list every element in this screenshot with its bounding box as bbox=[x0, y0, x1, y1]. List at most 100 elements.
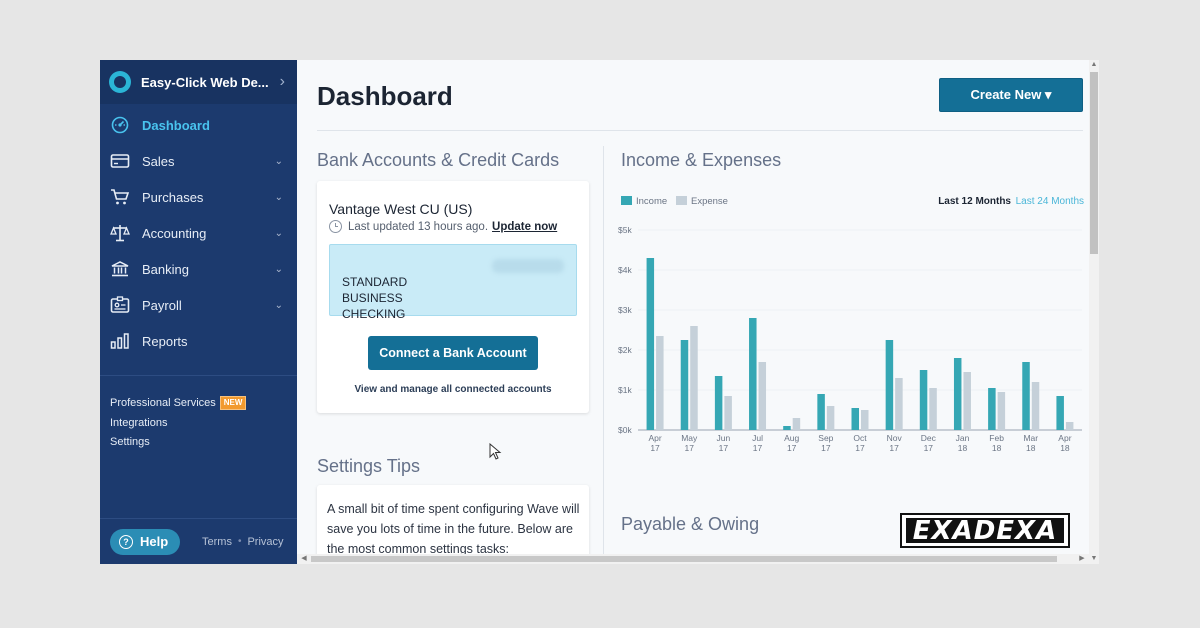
chevron-down-icon[interactable]: ⌄ bbox=[274, 155, 283, 167]
x-tick-label: 17 bbox=[855, 443, 865, 453]
privacy-link[interactable]: Privacy bbox=[247, 535, 284, 548]
clock-icon bbox=[329, 220, 342, 233]
business-name: Easy-Click Web De... bbox=[141, 74, 269, 90]
business-switcher[interactable]: Easy-Click Web De... › bbox=[100, 60, 297, 104]
bank-icon bbox=[109, 259, 131, 279]
sidebar-nav: Dashboard Sales ⌄ Purchases ⌄ A bbox=[100, 104, 297, 359]
chevron-down-icon[interactable]: ⌄ bbox=[274, 263, 283, 275]
bar-expense bbox=[690, 326, 698, 430]
x-tick-label: 18 bbox=[958, 443, 968, 453]
x-tick-label: 17 bbox=[924, 443, 934, 453]
payable-owing-title: Payable & Owing bbox=[621, 514, 760, 534]
bar-expense bbox=[1065, 422, 1074, 430]
bar-income bbox=[851, 408, 859, 430]
x-tick-label: 17 bbox=[684, 443, 694, 453]
new-badge: NEW bbox=[219, 396, 247, 410]
range-last-12-months[interactable]: Last 12 Months bbox=[938, 196, 1011, 207]
income-expenses-title: Income & Expenses bbox=[621, 150, 782, 170]
wave-logo-icon bbox=[109, 71, 131, 93]
sidebar: Easy-Click Web De... › Dashboard Sales ⌄ bbox=[100, 60, 297, 564]
bar-chart-icon bbox=[109, 331, 131, 351]
settings-link[interactable]: Settings bbox=[110, 436, 150, 448]
sidebar-item-accounting[interactable]: Accounting ⌄ bbox=[100, 215, 297, 251]
main-content: Dashboard Create New ▾ Bank Accounts & C… bbox=[297, 60, 1089, 564]
bar-expense bbox=[826, 406, 835, 430]
y-tick-label: $2k bbox=[618, 345, 632, 355]
create-new-button[interactable]: Create New ▾ bbox=[939, 78, 1083, 112]
view-connected-accounts-link[interactable]: View and manage all connected accounts bbox=[354, 384, 552, 395]
scroll-down-arrow-icon[interactable]: ▼ bbox=[1090, 555, 1098, 562]
mouse-cursor-icon bbox=[489, 443, 502, 460]
horizontal-scroll-thumb[interactable] bbox=[311, 556, 1057, 562]
scroll-up-arrow-icon[interactable]: ▲ bbox=[1090, 61, 1098, 68]
scale-icon bbox=[109, 223, 131, 243]
account-row[interactable]: STANDARD BUSINESS CHECKING bbox=[329, 244, 577, 321]
cart-icon bbox=[109, 187, 131, 207]
integrations-link[interactable]: Integrations bbox=[110, 416, 168, 429]
sidebar-item-payroll[interactable]: Payroll ⌄ bbox=[100, 287, 297, 323]
x-tick-label: Aug bbox=[784, 433, 799, 443]
update-now-link[interactable]: Update now bbox=[492, 220, 558, 233]
bank-account-card: Vantage West CU (US) Last updated 13 hou… bbox=[317, 181, 589, 413]
horizontal-scrollbar[interactable]: ◀ ▶ bbox=[297, 554, 1089, 564]
x-tick-label: Oct bbox=[853, 433, 867, 443]
bank-accounts-title: Bank Accounts & Credit Cards bbox=[317, 150, 560, 170]
bar-expense bbox=[1031, 382, 1040, 430]
professional-services-link[interactable]: Professional Services NEW bbox=[110, 394, 297, 414]
help-button[interactable]: ? Help bbox=[110, 528, 180, 555]
bar-income bbox=[988, 388, 996, 430]
y-tick-label: $0k bbox=[618, 425, 632, 435]
sidebar-item-reports[interactable]: Reports bbox=[100, 323, 297, 359]
y-tick-label: $4k bbox=[618, 265, 632, 275]
x-tick-label: 17 bbox=[889, 443, 899, 453]
professional-services-label: Professional Services bbox=[110, 397, 216, 409]
x-tick-label: 17 bbox=[719, 443, 729, 453]
connect-bank-account-button[interactable]: Connect a Bank Account bbox=[368, 336, 538, 370]
legend-swatch-income bbox=[621, 196, 632, 205]
scroll-left-arrow-icon[interactable]: ◀ bbox=[301, 555, 307, 562]
question-icon: ? bbox=[119, 534, 133, 549]
x-tick-label: 17 bbox=[821, 443, 831, 453]
x-tick-label: 18 bbox=[992, 443, 1002, 453]
sidebar-item-dashboard[interactable]: Dashboard bbox=[100, 107, 297, 143]
x-tick-label: Mar bbox=[1023, 433, 1038, 443]
scroll-right-arrow-icon[interactable]: ▶ bbox=[1079, 555, 1085, 562]
sidebar-item-purchases[interactable]: Purchases ⌄ bbox=[100, 179, 297, 215]
bar-expense bbox=[724, 396, 732, 430]
chart-legend: Income Expense bbox=[621, 196, 728, 207]
bar-income bbox=[749, 318, 757, 430]
chevron-down-icon[interactable]: ⌄ bbox=[274, 299, 283, 311]
legend-label-income: Income bbox=[636, 196, 667, 207]
range-last-24-months[interactable]: Last 24 Months bbox=[1016, 196, 1084, 207]
scroll-thumb[interactable] bbox=[1090, 72, 1098, 254]
bar-expense bbox=[963, 372, 971, 430]
bar-expense bbox=[861, 410, 869, 430]
page-title: Dashboard bbox=[317, 81, 453, 111]
app-window: Easy-Click Web De... › Dashboard Sales ⌄ bbox=[100, 60, 1099, 564]
x-tick-label: Jan bbox=[956, 433, 970, 443]
bar-income bbox=[1022, 362, 1030, 430]
bar-expense bbox=[656, 336, 664, 430]
sidebar-item-label: Banking bbox=[142, 261, 189, 277]
sidebar-item-label: Reports bbox=[142, 333, 188, 349]
chevron-right-icon: › bbox=[279, 73, 285, 90]
chevron-down-icon[interactable]: ⌄ bbox=[274, 227, 283, 239]
y-tick-label: $1k bbox=[618, 385, 632, 395]
bar-income bbox=[817, 394, 825, 430]
help-label: Help bbox=[140, 534, 169, 549]
x-tick-label: 18 bbox=[1026, 443, 1036, 453]
legend-swatch-expense bbox=[676, 196, 687, 205]
terms-link[interactable]: Terms bbox=[202, 535, 232, 548]
account-number-blurred bbox=[492, 259, 564, 273]
id-badge-icon bbox=[109, 295, 131, 315]
sidebar-footer: ? Help Terms • Privacy bbox=[100, 518, 297, 564]
sidebar-item-sales[interactable]: Sales ⌄ bbox=[100, 143, 297, 179]
sidebar-item-label: Purchases bbox=[142, 189, 204, 205]
chevron-down-icon[interactable]: ⌄ bbox=[274, 191, 283, 203]
x-tick-label: Feb bbox=[989, 433, 1004, 443]
sidebar-item-banking[interactable]: Banking ⌄ bbox=[100, 251, 297, 287]
vertical-scrollbar[interactable]: ▲ ▼ bbox=[1089, 60, 1099, 564]
dashboard-gauge-icon bbox=[109, 115, 131, 135]
last-updated-row: Last updated 13 hours ago. Update now bbox=[329, 220, 557, 233]
exadexa-watermark-logo: EXADEXA bbox=[900, 513, 1070, 548]
